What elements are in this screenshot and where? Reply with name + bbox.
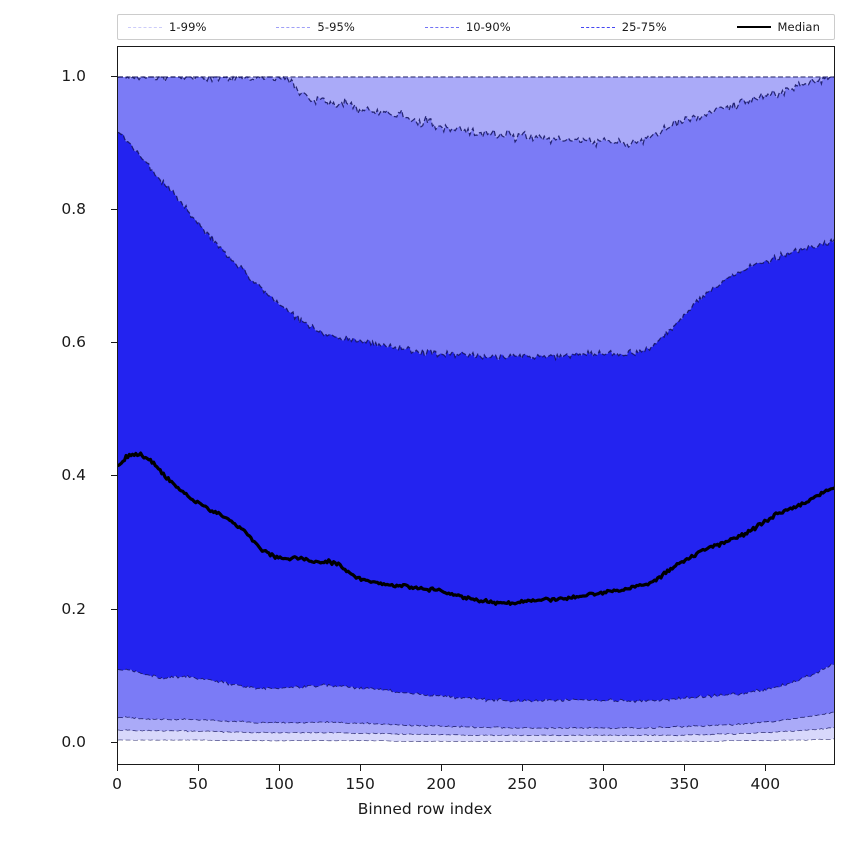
legend-label: 5-95%: [317, 20, 355, 34]
x-tick-mark: [522, 765, 524, 771]
x-tick-mark: [441, 765, 443, 771]
band-edge-p10: [118, 711, 834, 730]
x-tick-label: 100: [264, 775, 294, 793]
x-tick-label: 400: [750, 775, 781, 793]
legend-swatch-icon: [736, 26, 771, 28]
y-tick-label: 0.0: [61, 732, 86, 751]
legend-swatch-icon: [424, 26, 459, 28]
y-tick-mark: [111, 342, 117, 344]
x-tick-mark: [117, 765, 118, 771]
band-edge-p5: [118, 727, 834, 737]
legend-swatch-icon: [580, 26, 615, 28]
legend-label: 1-99%: [169, 20, 207, 34]
legend-label: Median: [777, 20, 820, 34]
x-tick-label: 200: [426, 775, 456, 793]
percentile-band-plot: [118, 75, 834, 742]
plot-area: [117, 46, 835, 765]
y-tick-mark: [111, 75, 117, 77]
legend-label: 10-90%: [465, 20, 511, 34]
legend-label: 25-75%: [621, 20, 667, 34]
x-tick-label: 300: [588, 775, 619, 793]
legend-entry-1-99-[interactable]: 1-99%: [128, 20, 207, 34]
band-edge-p1: [118, 738, 834, 742]
y-tick-mark: [111, 741, 117, 743]
band-edge-p75: [118, 131, 834, 362]
median-line: [118, 451, 834, 606]
legend-entry-25-75-[interactable]: 25-75%: [580, 20, 667, 34]
y-tick-label: 0.8: [61, 200, 86, 219]
x-tick-label: 150: [345, 775, 375, 793]
y-tick-label: 1.0: [61, 66, 86, 85]
x-tick-mark: [279, 765, 281, 771]
y-tick-label: 0.4: [61, 466, 86, 485]
y-tick-label: 0.2: [61, 599, 86, 618]
x-tick-label: 0: [112, 775, 122, 793]
band-edge-p25: [118, 663, 834, 704]
y-tick-mark: [111, 608, 117, 610]
x-tick-label: 250: [507, 775, 537, 793]
y-tick-mark: [111, 475, 117, 477]
y-axis-label-wrapper: Cloud fraction: [18, 206, 48, 606]
x-tick-mark: [684, 765, 686, 771]
x-tick-mark: [765, 765, 767, 771]
x-tick-mark: [360, 765, 362, 771]
x-axis-label: Binned row index: [357, 800, 493, 818]
chart-legend: 1-99% 5-95% 10-90% 25-75% Median: [117, 14, 835, 40]
x-tick-label: 350: [669, 775, 700, 793]
y-tick-mark: [111, 209, 117, 211]
legend-swatch-icon: [276, 26, 311, 28]
legend-entry-10-90-[interactable]: 10-90%: [424, 20, 511, 34]
legend-swatch-icon: [128, 26, 162, 28]
band-edge-p90: [118, 75, 834, 149]
x-tick-mark: [198, 765, 200, 771]
legend-entry-median[interactable]: Median: [736, 20, 820, 34]
x-tick-label: 50: [188, 775, 208, 793]
y-tick-label: 0.6: [61, 333, 86, 352]
legend-entry-5-95-[interactable]: 5-95%: [276, 20, 355, 34]
x-tick-mark: [603, 765, 605, 771]
